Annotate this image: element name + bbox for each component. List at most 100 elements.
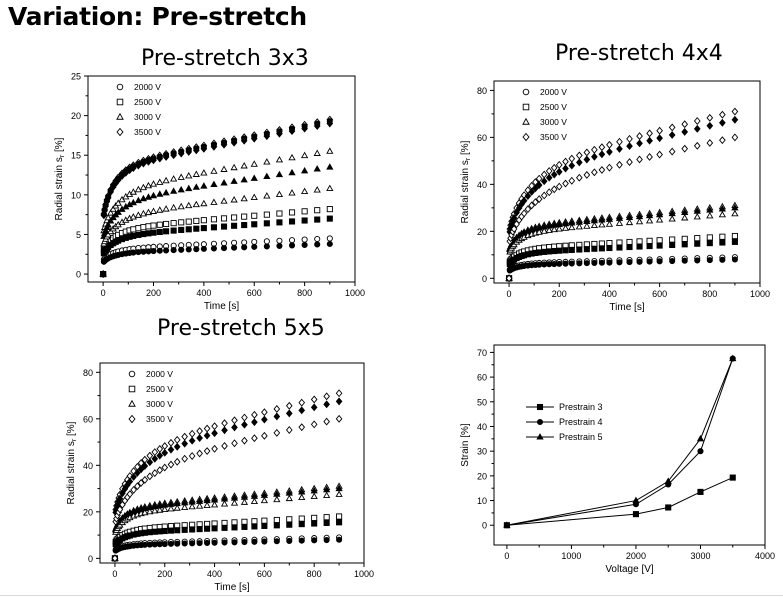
p3-point	[221, 539, 228, 546]
p2-point	[626, 158, 633, 167]
p3-point	[126, 477, 134, 486]
p2-point	[528, 188, 535, 196]
p1-legend-label: 2000 V	[134, 82, 161, 92]
p1-point	[156, 190, 164, 197]
p2-point	[681, 127, 689, 136]
p1-point	[314, 120, 321, 127]
p2-point	[520, 196, 528, 205]
p1-point	[192, 200, 200, 208]
p2-point	[646, 258, 653, 265]
p1-point	[241, 221, 248, 229]
p2-point	[550, 170, 558, 179]
p2-point	[583, 260, 590, 267]
p3-point	[146, 458, 154, 467]
p3-ytick-label: 0	[88, 554, 93, 564]
p1-point	[144, 208, 153, 216]
p3-point	[146, 507, 154, 515]
p3-series-9	[111, 414, 343, 563]
p2-xtick-label: 200	[552, 289, 567, 299]
p2-point	[598, 150, 606, 159]
p3-point	[231, 439, 238, 448]
p1-point	[288, 242, 296, 249]
p2-series-9	[505, 133, 739, 283]
p3-point	[310, 403, 318, 412]
p2-point	[693, 124, 701, 133]
p2-point	[636, 139, 643, 148]
p3-point	[181, 526, 188, 533]
p2-point	[568, 223, 576, 231]
p1-point	[326, 184, 334, 192]
p1-xtick-label: 400	[196, 288, 211, 298]
p2-point	[562, 179, 569, 188]
p3-point	[311, 537, 318, 544]
p4-legend-marker	[536, 403, 544, 411]
p2-point	[668, 147, 676, 156]
p3-point	[323, 417, 330, 426]
p3-point	[151, 506, 159, 514]
p1-point	[150, 229, 157, 236]
p1-point	[276, 219, 283, 226]
p1-point	[251, 212, 258, 219]
p1-point	[288, 218, 296, 225]
p3-point	[119, 489, 126, 498]
p1-point	[185, 171, 193, 179]
p1-point	[144, 193, 153, 200]
p1-point	[314, 241, 321, 248]
p3-point	[220, 500, 229, 507]
p3-point	[298, 493, 306, 501]
p1-point	[288, 125, 296, 132]
p1-point	[200, 217, 207, 224]
p2-point	[646, 153, 653, 161]
p1-point	[162, 188, 170, 196]
p3-point	[211, 525, 218, 532]
p1-point	[288, 189, 296, 196]
p4-ylabel: Strain [%]	[460, 423, 471, 467]
p2-point	[719, 239, 726, 246]
p3-legend-label: 3500 V	[146, 414, 173, 424]
p1-ytick-label: 10	[71, 190, 81, 200]
p1-point	[275, 190, 284, 198]
p2-point	[528, 201, 535, 210]
p2-point	[656, 150, 663, 159]
p1-point	[156, 206, 164, 213]
p1-point	[250, 160, 258, 167]
p1-point	[275, 155, 284, 163]
p3-point	[196, 434, 203, 443]
p1-point	[220, 179, 228, 186]
p2-point	[583, 155, 591, 164]
p3-point	[204, 539, 211, 547]
p3-point	[311, 520, 318, 527]
p1-point	[301, 241, 308, 248]
p3-point	[174, 527, 181, 534]
p3-point	[273, 405, 281, 413]
p1-point	[210, 216, 217, 223]
p3-ytick-label: 60	[83, 414, 93, 424]
p3-point	[137, 478, 145, 487]
p2-point	[719, 118, 726, 127]
p2-point	[598, 259, 605, 266]
p2-point	[568, 161, 576, 170]
p3-legend-marker	[128, 414, 136, 424]
p2-point	[535, 195, 543, 204]
p3-point	[181, 503, 189, 510]
p2-point	[555, 225, 563, 232]
p3-ytick-label: 40	[83, 461, 93, 471]
p3-point	[231, 539, 238, 546]
p1-point	[251, 243, 258, 250]
p1-point	[177, 173, 185, 180]
p1-ytick-label: 5	[76, 230, 81, 240]
p2-point	[719, 136, 726, 145]
p1-point	[135, 160, 142, 167]
p2-point	[731, 209, 739, 217]
p4-xtick-label: 1000	[561, 551, 581, 561]
p3-xlabel: Time [s]	[214, 582, 249, 593]
p3-point	[134, 468, 141, 477]
p3-point	[173, 442, 181, 451]
p3-point	[161, 541, 168, 548]
p2-plot-frame	[493, 80, 761, 284]
p1-point	[276, 242, 283, 249]
p2-point	[706, 121, 714, 130]
p2-point	[718, 210, 726, 218]
p2-point	[545, 226, 553, 233]
p3-point	[336, 519, 343, 526]
